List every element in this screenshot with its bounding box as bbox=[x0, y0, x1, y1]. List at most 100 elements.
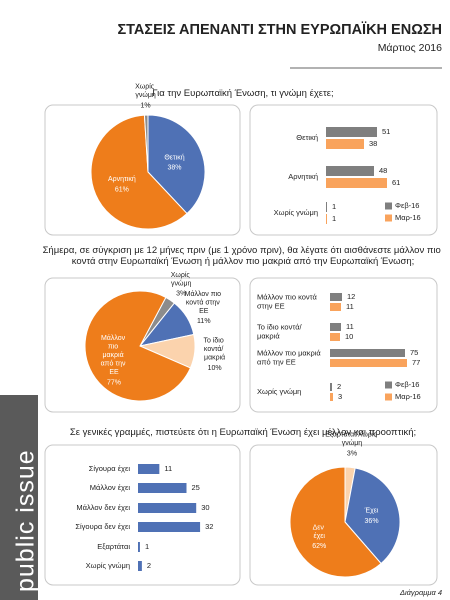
question: Σήμερα, σε σύγκριση με 12 μήνες πριν (με… bbox=[43, 245, 444, 267]
slice-value: 77% bbox=[107, 379, 121, 386]
value-label: 30 bbox=[201, 503, 209, 512]
brand-bar bbox=[0, 395, 38, 600]
category-label: Μάλλον έχει bbox=[90, 483, 131, 492]
category-label: Το ίδιο κοντά/ μακριά bbox=[257, 322, 304, 340]
legend-label: Φεβ-16 bbox=[395, 380, 419, 389]
slice-value: 11% bbox=[197, 318, 211, 325]
value-label: 1 bbox=[145, 542, 149, 551]
value-label: 2 bbox=[147, 561, 151, 570]
legend-label: Φεβ-16 bbox=[395, 201, 419, 210]
category-label: Μάλλον πιο κοντά στην ΕΕ bbox=[257, 292, 319, 310]
category-label: Χωρίς γνώμη bbox=[257, 387, 301, 396]
value-label: 77 bbox=[412, 358, 420, 367]
footer: Διάγραμμα 4 bbox=[399, 588, 442, 597]
value-label: 48 bbox=[379, 166, 387, 175]
value-label: 11 bbox=[164, 464, 172, 473]
panel bbox=[249, 444, 438, 586]
pie-slice bbox=[84, 290, 192, 402]
slice-label: Αρνητική bbox=[108, 176, 136, 183]
value-label: 12 bbox=[347, 292, 355, 301]
value-label: 38 bbox=[369, 139, 377, 148]
legend-swatch bbox=[385, 214, 392, 222]
panel bbox=[44, 444, 241, 586]
category-label: Χωρίς γνώμη bbox=[274, 208, 318, 217]
bar bbox=[326, 214, 327, 224]
bar bbox=[330, 349, 405, 357]
slice-value: 3% bbox=[347, 450, 357, 457]
slice-value: 61% bbox=[115, 186, 129, 193]
category-label: Σίγουρα έχει bbox=[89, 464, 131, 473]
value-label: 11 bbox=[346, 302, 354, 311]
value-label: 10 bbox=[345, 332, 353, 341]
slice-value: 1% bbox=[141, 102, 151, 109]
question: Σε γενικές γραμμές, πιστεύετε ότι η Ευρω… bbox=[70, 427, 416, 438]
panel bbox=[249, 277, 438, 413]
slice-label: Μάλλον πιο κοντά στην ΕΕ bbox=[185, 290, 223, 315]
bar bbox=[326, 127, 377, 137]
value-label: 2 bbox=[337, 382, 341, 391]
page-date: Μάρτιος 2016 bbox=[378, 42, 442, 54]
value-label: 61 bbox=[392, 178, 400, 187]
pie-slice bbox=[147, 114, 206, 215]
value-label: 25 bbox=[192, 483, 200, 492]
bar bbox=[330, 333, 340, 341]
value-label: 1 bbox=[332, 214, 336, 223]
slice-value: 36% bbox=[365, 518, 379, 525]
bar bbox=[330, 393, 333, 401]
category-label: Αρνητική bbox=[288, 172, 318, 181]
bar bbox=[330, 303, 341, 311]
panel bbox=[249, 104, 438, 236]
legend-swatch bbox=[385, 381, 392, 389]
slice-label: Το ίδιο κοντά/ μακριά bbox=[204, 337, 226, 362]
brand: public issue bbox=[12, 449, 40, 592]
legend-label: Μαρ-16 bbox=[395, 213, 421, 222]
category-label: Χωρίς γνώμη bbox=[86, 561, 130, 570]
bar bbox=[326, 178, 387, 188]
pie-slice bbox=[90, 114, 188, 230]
legend-label: Μαρ-16 bbox=[395, 392, 421, 401]
question: Για την Ευρωπαϊκή Ένωση, τι γνώμη έχετε; bbox=[152, 88, 333, 99]
category-label: Σίγουρα δεν έχει bbox=[75, 522, 130, 531]
slice-value: 62% bbox=[312, 543, 326, 550]
value-label: 1 bbox=[332, 202, 336, 211]
bar bbox=[330, 293, 342, 301]
bar bbox=[138, 542, 140, 552]
slice-label: Θετική bbox=[164, 154, 184, 161]
category-label: Εξαρτάται bbox=[97, 542, 130, 551]
value-label: 75 bbox=[410, 348, 418, 357]
legend-swatch bbox=[385, 202, 392, 210]
slice-label: Μάλλον πιο μακριά από την ΕΕ bbox=[101, 334, 128, 376]
category-label: Θετική bbox=[296, 133, 318, 142]
bar bbox=[138, 483, 187, 493]
value-label: 51 bbox=[382, 127, 390, 136]
bar bbox=[138, 522, 201, 532]
slice-label: Χωρίς γνώμη bbox=[135, 82, 156, 99]
pie-slice bbox=[344, 467, 401, 565]
category-label: Μάλλον δεν έχει bbox=[76, 503, 130, 512]
bar bbox=[326, 166, 374, 176]
category-label: Μάλλον πιο μακριά από την ΕΕ bbox=[257, 348, 323, 366]
value-label: 11 bbox=[346, 322, 354, 331]
panel bbox=[44, 104, 241, 236]
slice-label: Χωρίς γνώμη bbox=[171, 271, 192, 288]
slice-value: 10% bbox=[208, 365, 222, 372]
pie-slice bbox=[289, 466, 382, 578]
bar bbox=[138, 561, 142, 571]
panel bbox=[44, 277, 241, 413]
bar bbox=[138, 503, 197, 513]
pie-slice bbox=[143, 114, 149, 173]
page-title: ΣΤΑΣΕΙΣ ΑΠΕΝΑΝΤΙ ΣΤΗΝ ΕΥΡΩΠΑΪΚΗ ΕΝΩΣΗ bbox=[117, 21, 442, 38]
bar bbox=[330, 359, 407, 367]
bar bbox=[326, 202, 327, 212]
slice-value: 3% bbox=[176, 291, 186, 298]
slice-label: Δεν έχει bbox=[313, 524, 326, 540]
value-label: 32 bbox=[205, 522, 213, 531]
legend-swatch bbox=[385, 393, 392, 401]
bar bbox=[138, 464, 160, 474]
slice-label: Εξαρτάται/Χωρίς γνώμη bbox=[325, 430, 378, 447]
value-label: 3 bbox=[338, 392, 342, 401]
bar bbox=[326, 139, 364, 149]
slice-label: Έχει bbox=[364, 507, 379, 514]
